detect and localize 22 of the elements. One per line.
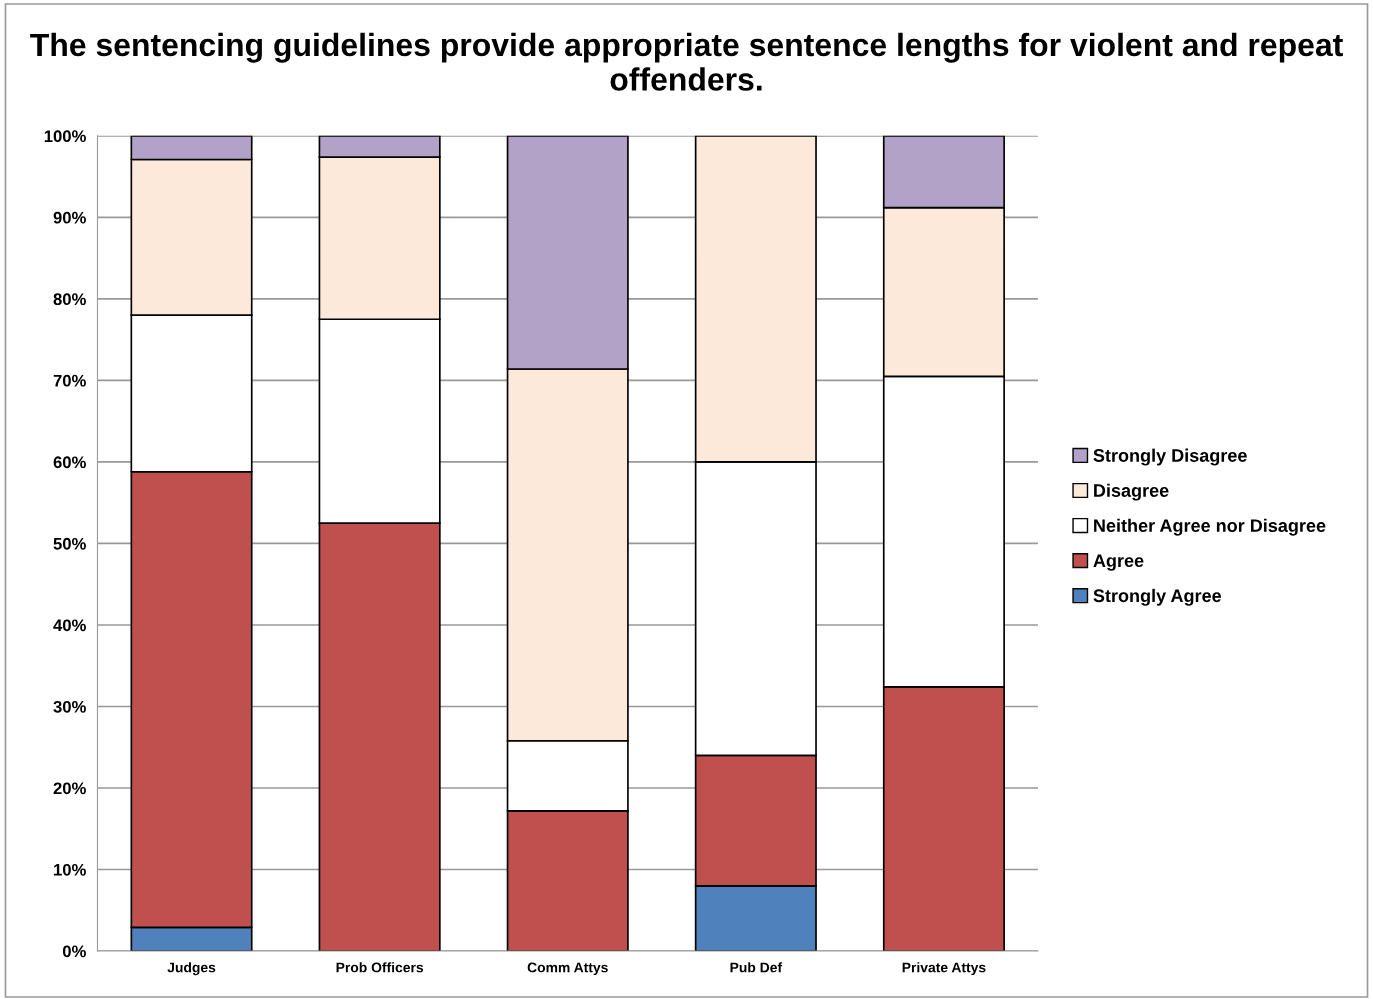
x-tick-label: Private Attys <box>902 962 986 976</box>
y-tick-label: 50% <box>53 537 86 550</box>
x-tick-label: Prob Officers <box>336 962 424 973</box>
y-tick-label: 30% <box>53 700 86 713</box>
y-tick-label: 60% <box>53 456 86 469</box>
legend-label: Strongly Agree <box>1093 588 1222 606</box>
y-tick-label: 100% <box>44 130 86 143</box>
legend-label: Disagree <box>1094 483 1169 501</box>
y-tick-label: 10% <box>54 863 86 876</box>
legend-label: Agree <box>1093 554 1144 571</box>
y-tick-label: 90% <box>53 211 86 224</box>
x-tick-label: Comm Attys <box>527 962 608 976</box>
x-tick-label: Pub Def <box>730 962 783 973</box>
legend-label: Strongly Disagree <box>1093 448 1247 466</box>
y-tick-label: 40% <box>53 619 86 632</box>
y-tick-label: 80% <box>53 293 86 306</box>
y-tick-label: 20% <box>53 782 86 795</box>
x-tick-label: Judges <box>167 962 216 976</box>
y-tick-label: 70% <box>53 374 86 387</box>
legend-label: Neither Agree nor Disagree <box>1094 518 1326 536</box>
y-tick-label: 0% <box>62 945 86 958</box>
chart-title: The sentencing guidelines provide appropriate sentence lengths for violent and repeat offenders. <box>30 32 1343 91</box>
